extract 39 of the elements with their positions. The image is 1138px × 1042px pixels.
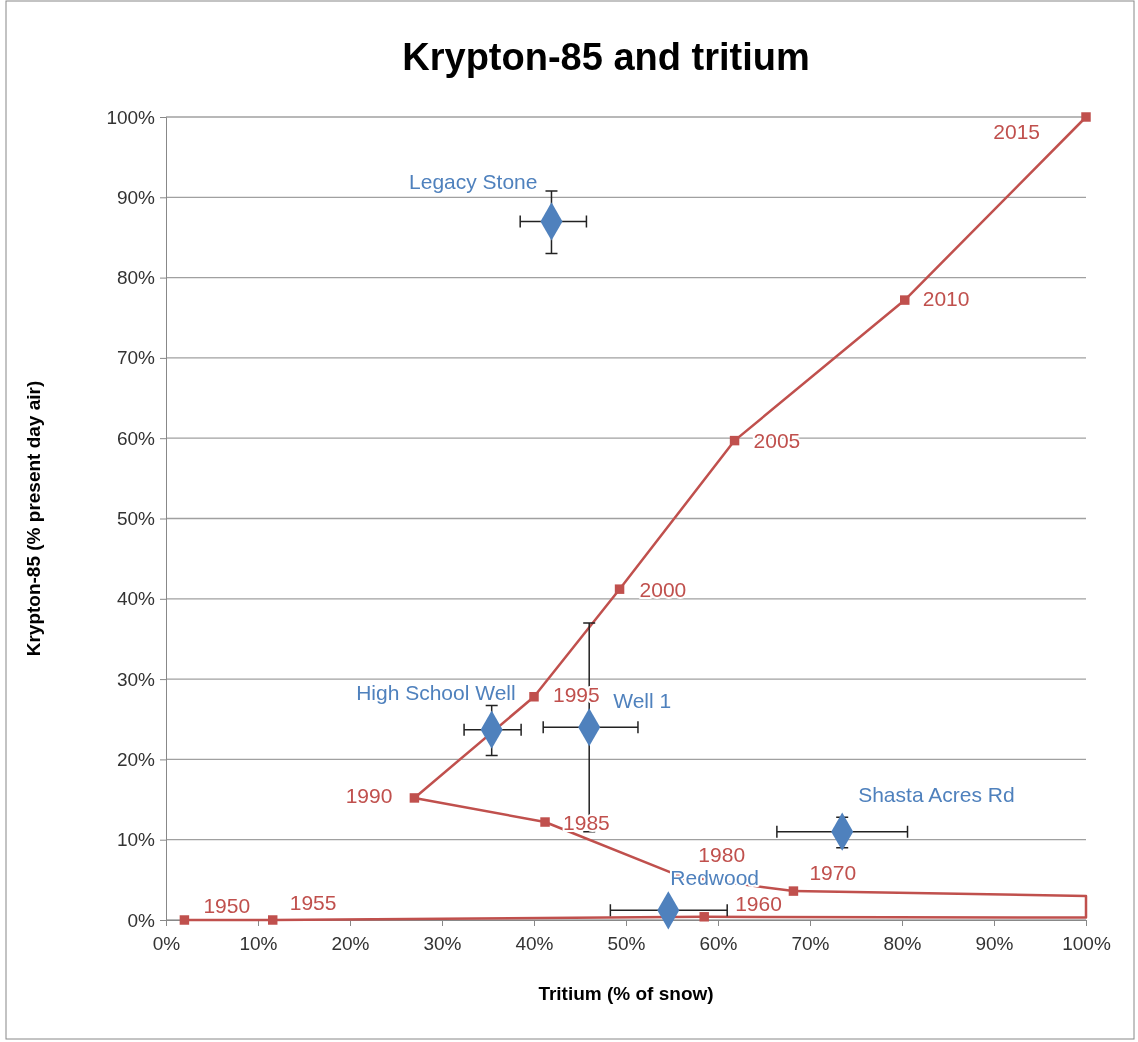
y-tick-label: 60% bbox=[116, 427, 156, 449]
annotation: 1990 bbox=[345, 784, 393, 808]
x-tick-label: 90% bbox=[975, 932, 1014, 954]
y-tick-label: 20% bbox=[116, 748, 156, 770]
annotation: Well 1 bbox=[613, 688, 672, 712]
y-axis-title: Krypton-85 (% present day air) bbox=[23, 380, 44, 657]
annotation: 2010 bbox=[922, 286, 970, 310]
annotation: High School Well bbox=[356, 681, 516, 705]
y-tick-label: 70% bbox=[116, 347, 156, 369]
x-tick-label: 50% bbox=[607, 932, 646, 954]
annotation: 1955 bbox=[289, 890, 337, 914]
x-tick-label: 60% bbox=[699, 932, 738, 954]
annotation: 1960 bbox=[735, 892, 782, 916]
annotation: Legacy Stone bbox=[409, 169, 538, 193]
annotation: 2000 bbox=[639, 577, 687, 601]
annotation: 2005 bbox=[753, 429, 801, 453]
x-tick-label: 20% bbox=[331, 932, 370, 954]
annotation: Shasta Acres Rd bbox=[858, 783, 1015, 807]
y-tick-label: 50% bbox=[116, 508, 156, 530]
x-tick-label: 40% bbox=[515, 932, 554, 954]
x-tick-label: 100% bbox=[1062, 932, 1111, 954]
chart-title: Krypton-85 and tritium bbox=[402, 36, 810, 78]
x-tick-label: 0% bbox=[152, 932, 181, 954]
annotation: 1980 bbox=[698, 843, 746, 867]
y-tick-label: 40% bbox=[116, 588, 156, 610]
annotation: 2015 bbox=[993, 119, 1040, 143]
y-tick-label: 100% bbox=[106, 106, 156, 128]
x-axis-title: Tritium (% of snow) bbox=[538, 983, 714, 1004]
x-tick-label: 30% bbox=[423, 932, 462, 954]
annotation: 1950 bbox=[203, 893, 251, 917]
x-tick-label: 70% bbox=[791, 932, 830, 954]
y-tick-label: 10% bbox=[116, 829, 156, 851]
x-tick-label: 10% bbox=[239, 932, 278, 954]
y-tick-label: 80% bbox=[116, 267, 156, 289]
y-tick-label: 30% bbox=[116, 668, 156, 690]
annotation: 1970 bbox=[809, 860, 857, 884]
y-tick-label: 0% bbox=[127, 909, 156, 931]
x-tick-label: 80% bbox=[883, 932, 922, 954]
y-tick-label: 90% bbox=[116, 186, 156, 208]
